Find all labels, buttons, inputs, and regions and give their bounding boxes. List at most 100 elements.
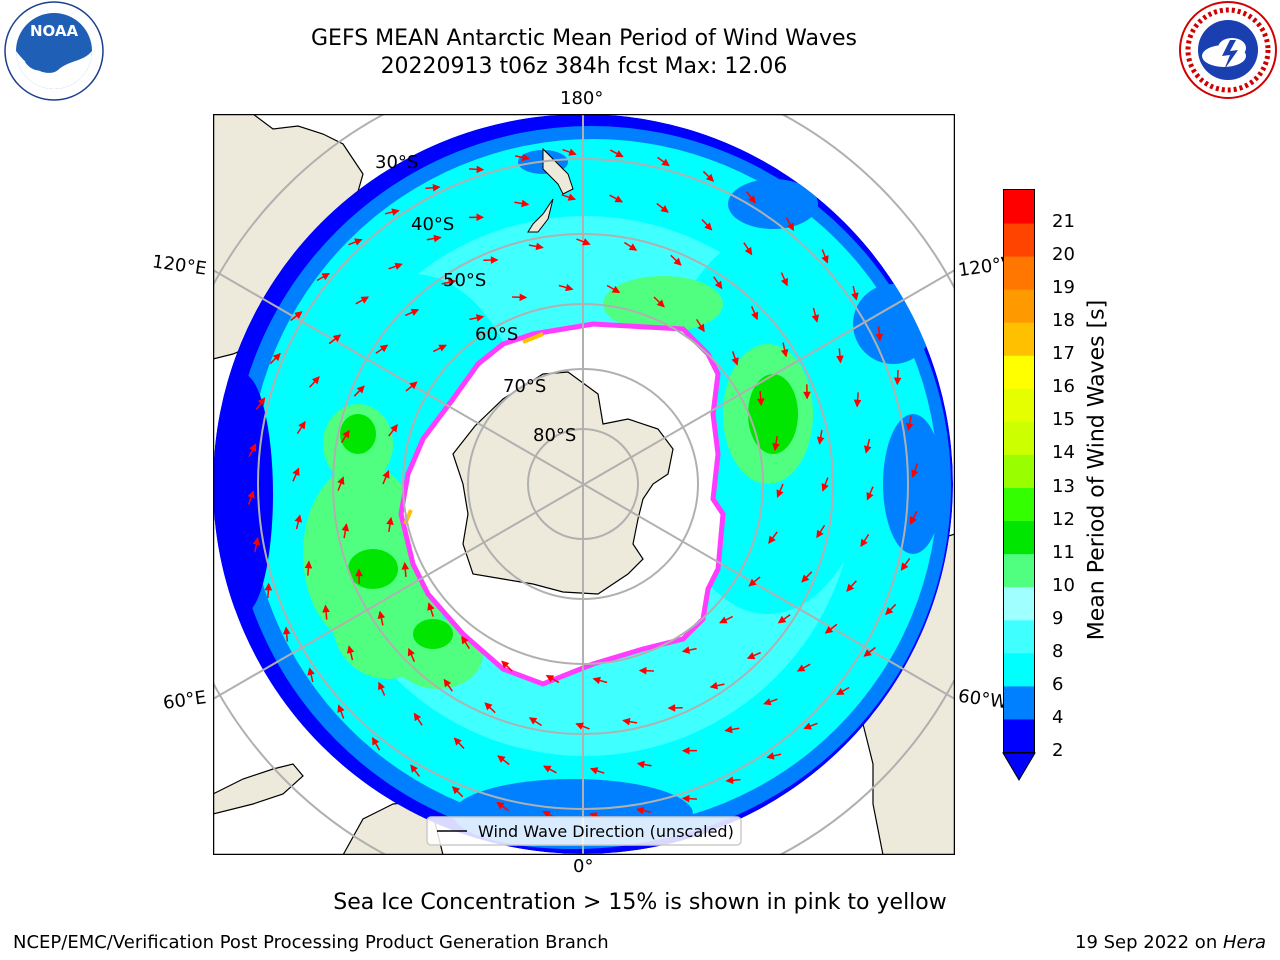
wind-vector-head <box>413 712 422 722</box>
wind-vector-head <box>780 277 788 287</box>
wind-vector-head <box>821 483 829 492</box>
wind-vector-head <box>777 615 787 624</box>
wind-vector-head <box>592 676 601 685</box>
colorbar-bin <box>1004 256 1034 290</box>
wind-vector-head <box>615 150 624 158</box>
wind-vector-head <box>542 810 551 818</box>
wind-vector-head <box>748 578 757 587</box>
wind-vector-head <box>490 256 499 264</box>
wind-vector-head <box>322 604 330 613</box>
wind-vector-head <box>628 243 638 251</box>
wind-vector-head <box>744 246 753 256</box>
wind-vector-head <box>321 273 330 281</box>
wind-vector-head <box>836 687 845 695</box>
nws-logo-icon <box>1178 0 1278 100</box>
colorbar-tick-label: 14 <box>1052 442 1075 464</box>
wind-vector-head <box>382 470 390 479</box>
colorbar-tick-label: 15 <box>1052 409 1075 431</box>
svg-text:NOAA: NOAA <box>30 22 79 40</box>
wind-vector-head <box>528 717 538 725</box>
credit-text: NCEP/EMC/Verification Post Processing Pr… <box>13 932 609 953</box>
wind-vector-head <box>776 489 784 498</box>
wind-vector-head <box>298 420 306 430</box>
colorbar-bin <box>1004 190 1034 224</box>
wind-vector-head <box>622 717 631 726</box>
wind-vector-head <box>766 752 775 760</box>
graticule <box>213 114 955 855</box>
lat-label-60s: 60°S <box>475 324 518 345</box>
lon-label-120e: 120°E <box>150 251 208 280</box>
wind-vector-head <box>575 722 584 730</box>
lat-label-80s: 80°S <box>533 425 576 446</box>
wind-vector-head <box>379 344 389 353</box>
colorbar-bin <box>1004 289 1034 323</box>
wind-vector-head <box>394 262 403 270</box>
wind-vector-head <box>356 385 365 394</box>
wind-vector-head <box>768 535 776 544</box>
wind-vector-head <box>448 278 457 287</box>
colorbar-bin <box>1004 223 1034 257</box>
wind-vector-head <box>860 538 868 548</box>
colorbar-tick-label: 20 <box>1052 244 1075 266</box>
wind-vector-head <box>337 476 345 485</box>
wind-vector-head <box>433 234 442 243</box>
colorbar-bin <box>1004 388 1034 422</box>
wind-vector-head <box>719 616 728 624</box>
colorbar-tick-label: 9 <box>1052 607 1064 629</box>
colorbar-bin <box>1004 421 1034 455</box>
colorbar-bin <box>1004 652 1034 687</box>
wind-vector-head <box>391 208 400 216</box>
colorbar-bin <box>1004 586 1034 621</box>
wind-vector-head <box>521 199 530 208</box>
wind-vector-head <box>893 377 902 386</box>
wind-vector-head <box>565 283 574 292</box>
wind-vector-head <box>697 323 705 333</box>
wind-vector-head <box>264 582 273 591</box>
wind-vector-head <box>252 536 261 546</box>
wind-vector-head <box>304 560 313 569</box>
colorbar-extend-min <box>1002 752 1036 781</box>
run-date-text: 19 Sep 2022 on Hera <box>1075 932 1266 953</box>
lat-label-30s: 30°S <box>375 152 418 173</box>
wind-vector-head <box>432 183 441 192</box>
wind-vector-head <box>346 645 355 654</box>
wind-vector-head <box>438 344 447 352</box>
wind-vector-head <box>885 606 894 616</box>
colorbar-bin <box>1004 487 1034 522</box>
wind-vector-head <box>667 704 676 712</box>
colorbar-tick-label: 4 <box>1052 706 1064 728</box>
wind-vector-head <box>372 737 380 746</box>
lat-label-70s: 70°S <box>503 376 546 397</box>
colorbar-tick-label: 16 <box>1052 376 1075 398</box>
wind-vector-head <box>484 702 493 711</box>
lon-label-180: 180° <box>560 88 604 109</box>
wind-vector-head <box>410 764 418 773</box>
wind-vector-head <box>801 574 810 583</box>
wind-vector-head <box>386 516 394 526</box>
sea-ice-note: Sea Ice Concentration > 15% is shown in … <box>333 890 947 915</box>
wind-vector-head <box>900 562 909 571</box>
wind-vector-head <box>377 610 386 619</box>
wind-vector-head <box>816 529 824 539</box>
wind-vector-head <box>475 314 485 322</box>
wind-vector-head <box>909 516 917 525</box>
wind-vector-head <box>853 399 862 408</box>
wind-vector-head <box>681 794 690 803</box>
colorbar-tick-label: 18 <box>1052 310 1075 332</box>
wind-vector-head <box>360 296 370 304</box>
wind-vector-head <box>461 635 469 645</box>
wind-vector-head <box>337 704 345 713</box>
wind-vector-head <box>614 195 623 203</box>
wind-vector-head <box>636 760 645 769</box>
wind-vector-head <box>292 467 300 476</box>
wind-vector-head <box>341 523 350 532</box>
wind-wave-vectors <box>247 148 919 820</box>
wind-vector-head <box>294 514 303 523</box>
wind-vector-head <box>332 334 342 342</box>
wind-vector-head <box>496 801 505 810</box>
run-date: 19 Sep 2022 on <box>1075 932 1223 953</box>
wind-vector-head <box>427 602 435 611</box>
wind-vector-head <box>780 349 789 358</box>
colorbar-tick-label: 17 <box>1052 343 1075 365</box>
wind-vector-head <box>294 311 303 319</box>
